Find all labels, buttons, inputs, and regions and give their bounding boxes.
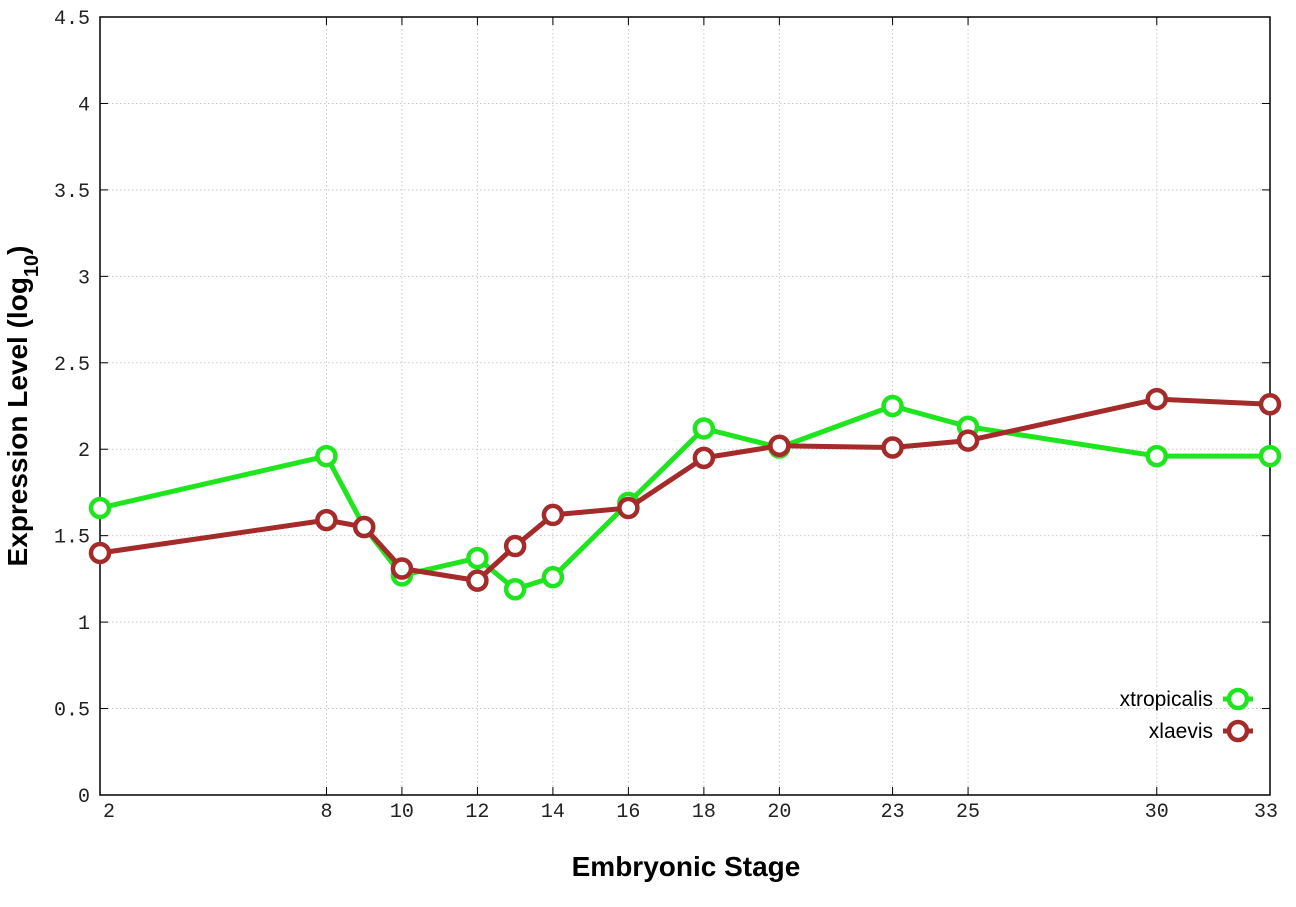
- y-tick-label: 1.5: [54, 527, 90, 550]
- x-axis-tick-labels: 2 8 10 12 14 16 18 20 23 25 30 33: [103, 801, 1278, 824]
- series-line-xtropicalis: [99, 403, 1270, 592]
- x-tick-label: 2: [103, 801, 115, 824]
- data-point-xlaevis: [956, 429, 980, 452]
- data-point-xtropicalis: [88, 496, 112, 520]
- x-tick-label: 23: [881, 801, 905, 824]
- y-tick-label: 2.5: [54, 354, 90, 377]
- x-axis-title: Embryonic Stage: [572, 851, 801, 882]
- x-tick-label: 16: [616, 801, 640, 824]
- y-tick-label: 4: [78, 94, 90, 117]
- data-point-xtropicalis: [541, 565, 565, 589]
- y-tick-label: 0.5: [54, 700, 90, 723]
- data-point-xlaevis: [503, 534, 527, 558]
- y-axis-title-subscript: 10: [21, 255, 43, 277]
- legend-entry-xlaevis: xlaevis: [1149, 719, 1253, 743]
- data-point-xtropicalis: [692, 417, 716, 440]
- data-point-xtropicalis: [503, 578, 527, 601]
- data-point-xlaevis: [1258, 393, 1282, 416]
- x-tick-label: 8: [320, 801, 332, 824]
- data-point-xlaevis: [541, 503, 565, 527]
- y-axis-title: Expression Level (log10): [2, 246, 43, 567]
- legend-label: xlaevis: [1149, 720, 1213, 743]
- data-point-xlaevis: [881, 436, 904, 459]
- legend-label: xtropicalis: [1120, 688, 1213, 711]
- data-point-xtropicalis: [1145, 444, 1169, 468]
- data-point-xtropicalis: [1258, 444, 1282, 468]
- series-xlaevis: [88, 387, 1282, 592]
- data-point-xlaevis: [88, 541, 112, 565]
- legend-marker-sample: [1226, 687, 1250, 711]
- y-axis-title-suffix: ): [2, 246, 33, 255]
- data-point-xtropicalis: [466, 546, 489, 570]
- data-point-xlaevis: [352, 515, 376, 539]
- data-point-xlaevis: [390, 557, 414, 580]
- y-tick-label: 3: [78, 267, 90, 290]
- series-line-xlaevis: [99, 396, 1271, 584]
- data-point-xtropicalis: [881, 394, 904, 418]
- data-point-xlaevis: [617, 496, 640, 520]
- y-tick-label: 2: [78, 440, 90, 463]
- plot-area-border: [99, 16, 1271, 796]
- data-point-xlaevis: [768, 434, 791, 458]
- x-tick-label: 14: [541, 801, 565, 824]
- grid-lines: [100, 17, 1270, 795]
- y-axis-title-text: Expression Level (log: [2, 277, 33, 566]
- data-point-xlaevis: [1145, 387, 1169, 411]
- data-point-xlaevis: [315, 508, 338, 532]
- series-xtropicalis: [88, 394, 1282, 601]
- x-tick-label: 12: [465, 801, 489, 824]
- tick-marks: [99, 16, 1271, 796]
- legend-entry-xtropicalis: xtropicalis: [1120, 687, 1253, 711]
- x-tick-label: 10: [390, 801, 414, 824]
- data-point-xlaevis: [692, 446, 716, 470]
- x-tick-label: 25: [956, 801, 980, 824]
- y-tick-label: 3.5: [54, 181, 90, 204]
- legend-marker-sample: [1226, 719, 1250, 743]
- y-tick-label: 4.5: [54, 8, 90, 31]
- x-tick-label: 30: [1145, 801, 1169, 824]
- legend: xtropicalis xlaevis: [1120, 687, 1253, 743]
- x-tick-label: 20: [767, 801, 791, 824]
- series-group: [88, 387, 1282, 601]
- y-tick-label: 1: [78, 613, 90, 636]
- x-tick-label: 18: [692, 801, 716, 824]
- x-tick-label: 33: [1254, 801, 1278, 824]
- y-tick-label: 0: [78, 786, 90, 809]
- data-point-xtropicalis: [315, 444, 338, 468]
- y-axis-tick-labels: 0 0.5 1 1.5 2 2.5 3 3.5 4 4.5: [54, 8, 90, 809]
- data-point-xlaevis: [466, 569, 489, 592]
